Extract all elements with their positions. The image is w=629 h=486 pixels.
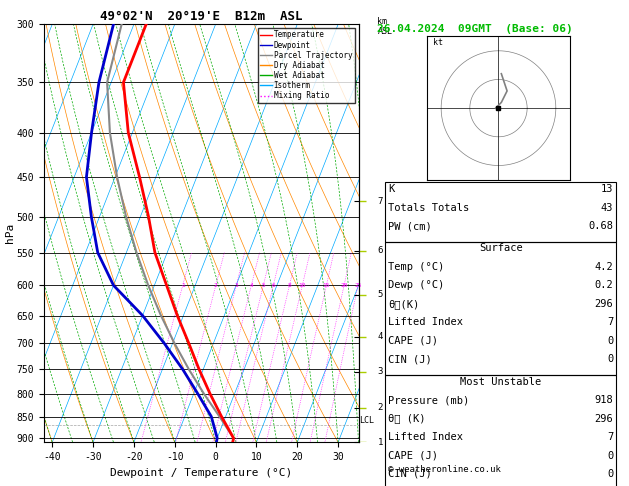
Text: Lifted Index: Lifted Index <box>388 432 463 442</box>
Text: 0: 0 <box>607 451 613 461</box>
Text: 4.2: 4.2 <box>594 262 613 272</box>
Text: 2: 2 <box>214 283 218 288</box>
Text: 7: 7 <box>377 197 383 206</box>
Text: 296: 296 <box>594 414 613 424</box>
Text: 0: 0 <box>607 336 613 346</box>
Text: 4: 4 <box>377 332 383 342</box>
Text: Pressure (mb): Pressure (mb) <box>388 395 469 405</box>
Text: 7: 7 <box>607 317 613 328</box>
Text: Most Unstable: Most Unstable <box>460 377 542 387</box>
Text: 43: 43 <box>601 203 613 213</box>
Text: 10: 10 <box>299 283 306 288</box>
Text: Surface: Surface <box>479 243 523 254</box>
Text: 0: 0 <box>607 469 613 479</box>
Text: Dewp (°C): Dewp (°C) <box>388 280 444 291</box>
Text: 296: 296 <box>594 299 613 309</box>
Text: CAPE (J): CAPE (J) <box>388 451 438 461</box>
Text: 15: 15 <box>323 283 330 288</box>
Text: 26.04.2024  09GMT  (Base: 06): 26.04.2024 09GMT (Base: 06) <box>377 24 573 35</box>
Text: 6: 6 <box>272 283 275 288</box>
Text: 1: 1 <box>181 283 185 288</box>
Text: 13: 13 <box>601 184 613 194</box>
Text: CIN (J): CIN (J) <box>388 469 432 479</box>
Text: 0.68: 0.68 <box>588 221 613 231</box>
Text: 4: 4 <box>250 283 253 288</box>
Text: 2: 2 <box>377 403 383 412</box>
Text: PW (cm): PW (cm) <box>388 221 432 231</box>
Text: 918: 918 <box>594 395 613 405</box>
X-axis label: Dewpoint / Temperature (°C): Dewpoint / Temperature (°C) <box>110 468 292 478</box>
Text: © weatheronline.co.uk: © weatheronline.co.uk <box>388 465 501 474</box>
Text: kt: kt <box>433 38 443 47</box>
Text: 3: 3 <box>235 283 238 288</box>
Text: LCL: LCL <box>359 417 374 425</box>
Text: θᴇ (K): θᴇ (K) <box>388 414 426 424</box>
Text: 5: 5 <box>377 290 383 299</box>
Text: Temp (°C): Temp (°C) <box>388 262 444 272</box>
Y-axis label: hPa: hPa <box>5 223 15 243</box>
Text: 8: 8 <box>287 283 291 288</box>
Text: 0: 0 <box>607 354 613 364</box>
Text: CIN (J): CIN (J) <box>388 354 432 364</box>
Title: 49°02'N  20°19'E  B12m  ASL: 49°02'N 20°19'E B12m ASL <box>100 10 303 23</box>
Text: 3: 3 <box>377 367 383 377</box>
Text: 7: 7 <box>607 432 613 442</box>
Text: 20: 20 <box>340 283 348 288</box>
Text: Lifted Index: Lifted Index <box>388 317 463 328</box>
Text: 5: 5 <box>262 283 265 288</box>
Text: 1: 1 <box>377 438 383 447</box>
Text: 25: 25 <box>354 283 362 288</box>
Text: 0.2: 0.2 <box>594 280 613 291</box>
Text: km
ASL: km ASL <box>377 17 392 36</box>
Text: CAPE (J): CAPE (J) <box>388 336 438 346</box>
Legend: Temperature, Dewpoint, Parcel Trajectory, Dry Adiabat, Wet Adiabat, Isotherm, Mi: Temperature, Dewpoint, Parcel Trajectory… <box>258 28 355 103</box>
Text: Totals Totals: Totals Totals <box>388 203 469 213</box>
Text: θᴀ(K): θᴀ(K) <box>388 299 420 309</box>
Text: 6: 6 <box>377 246 383 255</box>
Text: K: K <box>388 184 394 194</box>
